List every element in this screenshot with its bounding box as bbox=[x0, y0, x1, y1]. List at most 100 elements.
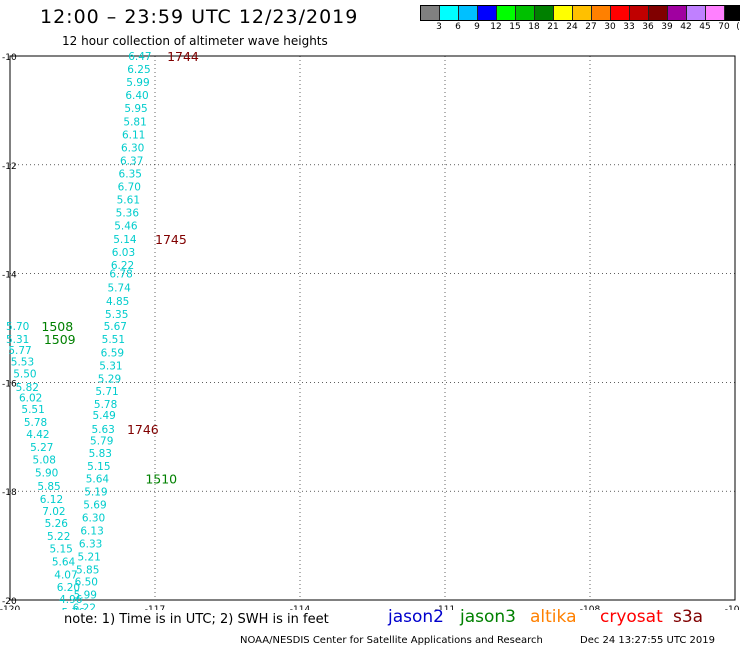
color-swatch bbox=[649, 6, 668, 20]
wave-height-value: 5.19 bbox=[84, 487, 107, 499]
wave-height-value: 6.13 bbox=[80, 525, 103, 537]
color-swatch bbox=[440, 6, 459, 20]
wave-height-value: 6.37 bbox=[120, 155, 143, 167]
color-swatch bbox=[668, 6, 687, 20]
color-scale-label: 70 bbox=[718, 22, 730, 32]
wave-height-value: 5.31 bbox=[6, 334, 29, 346]
wave-height-value: 5.36 bbox=[116, 208, 140, 220]
color-scale-label: (ft) bbox=[736, 22, 740, 32]
wave-height-value: 6.03 bbox=[112, 247, 135, 259]
pass-time-label: 1508 bbox=[41, 319, 73, 334]
wave-height-value: 6.22 bbox=[111, 260, 134, 272]
color-scale-label: 15 bbox=[509, 22, 521, 32]
track-cryosat: 6.476.255.996.405.955.816.116.306.376.35… bbox=[73, 51, 152, 610]
wave-height-value: 5.85 bbox=[76, 565, 99, 577]
wave-height-value: 5.26 bbox=[45, 518, 69, 530]
satellite-label-cryosat: cryosat bbox=[600, 607, 663, 627]
map-subtitle: 12 hour collection of altimeter wave hei… bbox=[62, 34, 328, 48]
color-scale-label: 30 bbox=[604, 22, 616, 32]
lat-tick-label: -20 bbox=[2, 597, 17, 607]
lat-tick-label: -12 bbox=[2, 162, 17, 172]
pass-time-label: 1746 bbox=[127, 422, 159, 437]
color-swatch bbox=[630, 6, 649, 20]
wave-height-value: 6.47 bbox=[128, 51, 151, 63]
wave-height-value: 5.27 bbox=[30, 442, 53, 454]
wave-height-value: 5.95 bbox=[124, 103, 147, 115]
wave-height-value: 5.64 bbox=[52, 556, 76, 568]
color-scale-swatches bbox=[420, 5, 740, 21]
wave-height-value: 5.22 bbox=[47, 531, 70, 543]
satellite-label-s3a: s3a bbox=[673, 607, 704, 627]
color-swatch bbox=[725, 6, 740, 20]
color-scale-label: 21 bbox=[547, 22, 559, 32]
wave-height-value: 4.42 bbox=[26, 429, 49, 441]
color-swatch bbox=[554, 6, 573, 20]
lon-tick-label: -114 bbox=[290, 605, 311, 610]
wave-height-value: 4.96 bbox=[59, 594, 83, 606]
wave-height-value: 5.29 bbox=[98, 374, 121, 386]
wave-height-value: 5.67 bbox=[104, 321, 127, 333]
wave-height-value: 6.78 bbox=[109, 269, 132, 281]
wave-height-value: 5.81 bbox=[123, 116, 146, 128]
wave-height-value: 6.70 bbox=[118, 182, 141, 194]
color-swatch bbox=[687, 6, 706, 20]
wave-height-value: 5.85 bbox=[37, 481, 60, 493]
wave-height-value: 5.78 bbox=[24, 417, 47, 429]
wave-height-value: 6.30 bbox=[82, 512, 105, 524]
lat-tick-label: -16 bbox=[2, 379, 17, 389]
wave-height-value: 5.08 bbox=[33, 455, 56, 467]
lon-tick-label: -108 bbox=[580, 605, 601, 610]
color-scale-label: 42 bbox=[680, 22, 692, 32]
wave-height-value: 6.11 bbox=[122, 129, 145, 141]
color-swatch bbox=[535, 6, 554, 20]
color-swatch bbox=[478, 6, 497, 20]
color-scale-label: 24 bbox=[566, 22, 578, 32]
wave-height-value: 4.85 bbox=[106, 296, 129, 308]
wave-height-value: 6.12 bbox=[40, 494, 63, 506]
wave-height-value: 5.49 bbox=[92, 410, 115, 422]
footer-note: note: 1) Time is in UTC; 2) SWH is in fe… bbox=[64, 612, 329, 627]
lat-tick-label: -14 bbox=[2, 271, 17, 281]
wave-height-value: 5.14 bbox=[113, 234, 137, 246]
generation-timestamp: Dec 24 13:27:55 UTC 2019 bbox=[580, 635, 715, 646]
pass-time-label: 1510 bbox=[145, 472, 177, 487]
color-swatch bbox=[706, 6, 725, 20]
color-scale-label: 33 bbox=[623, 22, 635, 32]
color-swatch bbox=[592, 6, 611, 20]
pass-time-label: 1745 bbox=[155, 232, 187, 247]
wave-height-value: 5.53 bbox=[11, 357, 34, 369]
wave-height-value: 5.46 bbox=[114, 221, 138, 233]
color-scale-label: 18 bbox=[528, 22, 540, 32]
wave-height-value: 6.59 bbox=[101, 347, 124, 359]
wave-height-value: 5.50 bbox=[13, 369, 36, 381]
wave-height-value: 6.22 bbox=[73, 603, 96, 610]
wave-height-value: 6.25 bbox=[127, 64, 150, 76]
wave-height-value: 5.99 bbox=[74, 590, 97, 602]
lon-tick-label: -117 bbox=[145, 605, 165, 610]
wave-height-value: 5.21 bbox=[77, 551, 100, 563]
color-swatch bbox=[516, 6, 535, 20]
lat-tick-label: -18 bbox=[2, 488, 17, 498]
lon-tick-label: -111 bbox=[435, 605, 455, 610]
wave-height-value: 6.30 bbox=[121, 142, 144, 154]
wave-height-value: 6.02 bbox=[19, 393, 42, 405]
pass-time-label: 1744 bbox=[167, 50, 199, 64]
satellite-label-jason3: jason3 bbox=[460, 607, 516, 627]
wave-height-value: 5.63 bbox=[91, 424, 114, 436]
color-swatch bbox=[497, 6, 516, 20]
pass-time-label: 1509 bbox=[44, 332, 76, 347]
wave-height-value: 5.83 bbox=[89, 448, 112, 460]
wave-height-value: 4.07 bbox=[54, 569, 77, 581]
credit-line: NOAA/NESDIS Center for Satellite Applica… bbox=[240, 635, 543, 646]
wave-height-value: 5.71 bbox=[95, 386, 118, 398]
satellite-tracks: 6.476.255.996.405.955.816.116.306.376.35… bbox=[6, 51, 152, 610]
wave-height-value: 5.69 bbox=[83, 499, 106, 511]
color-swatch bbox=[573, 6, 592, 20]
color-scale-label: 6 bbox=[455, 22, 461, 32]
color-scale-label: 45 bbox=[699, 22, 711, 32]
map-grid bbox=[9, 55, 736, 601]
wave-height-value: 6.50 bbox=[75, 577, 98, 589]
wave-height-value: 5.90 bbox=[35, 468, 58, 480]
color-scale-label: 12 bbox=[490, 22, 502, 32]
